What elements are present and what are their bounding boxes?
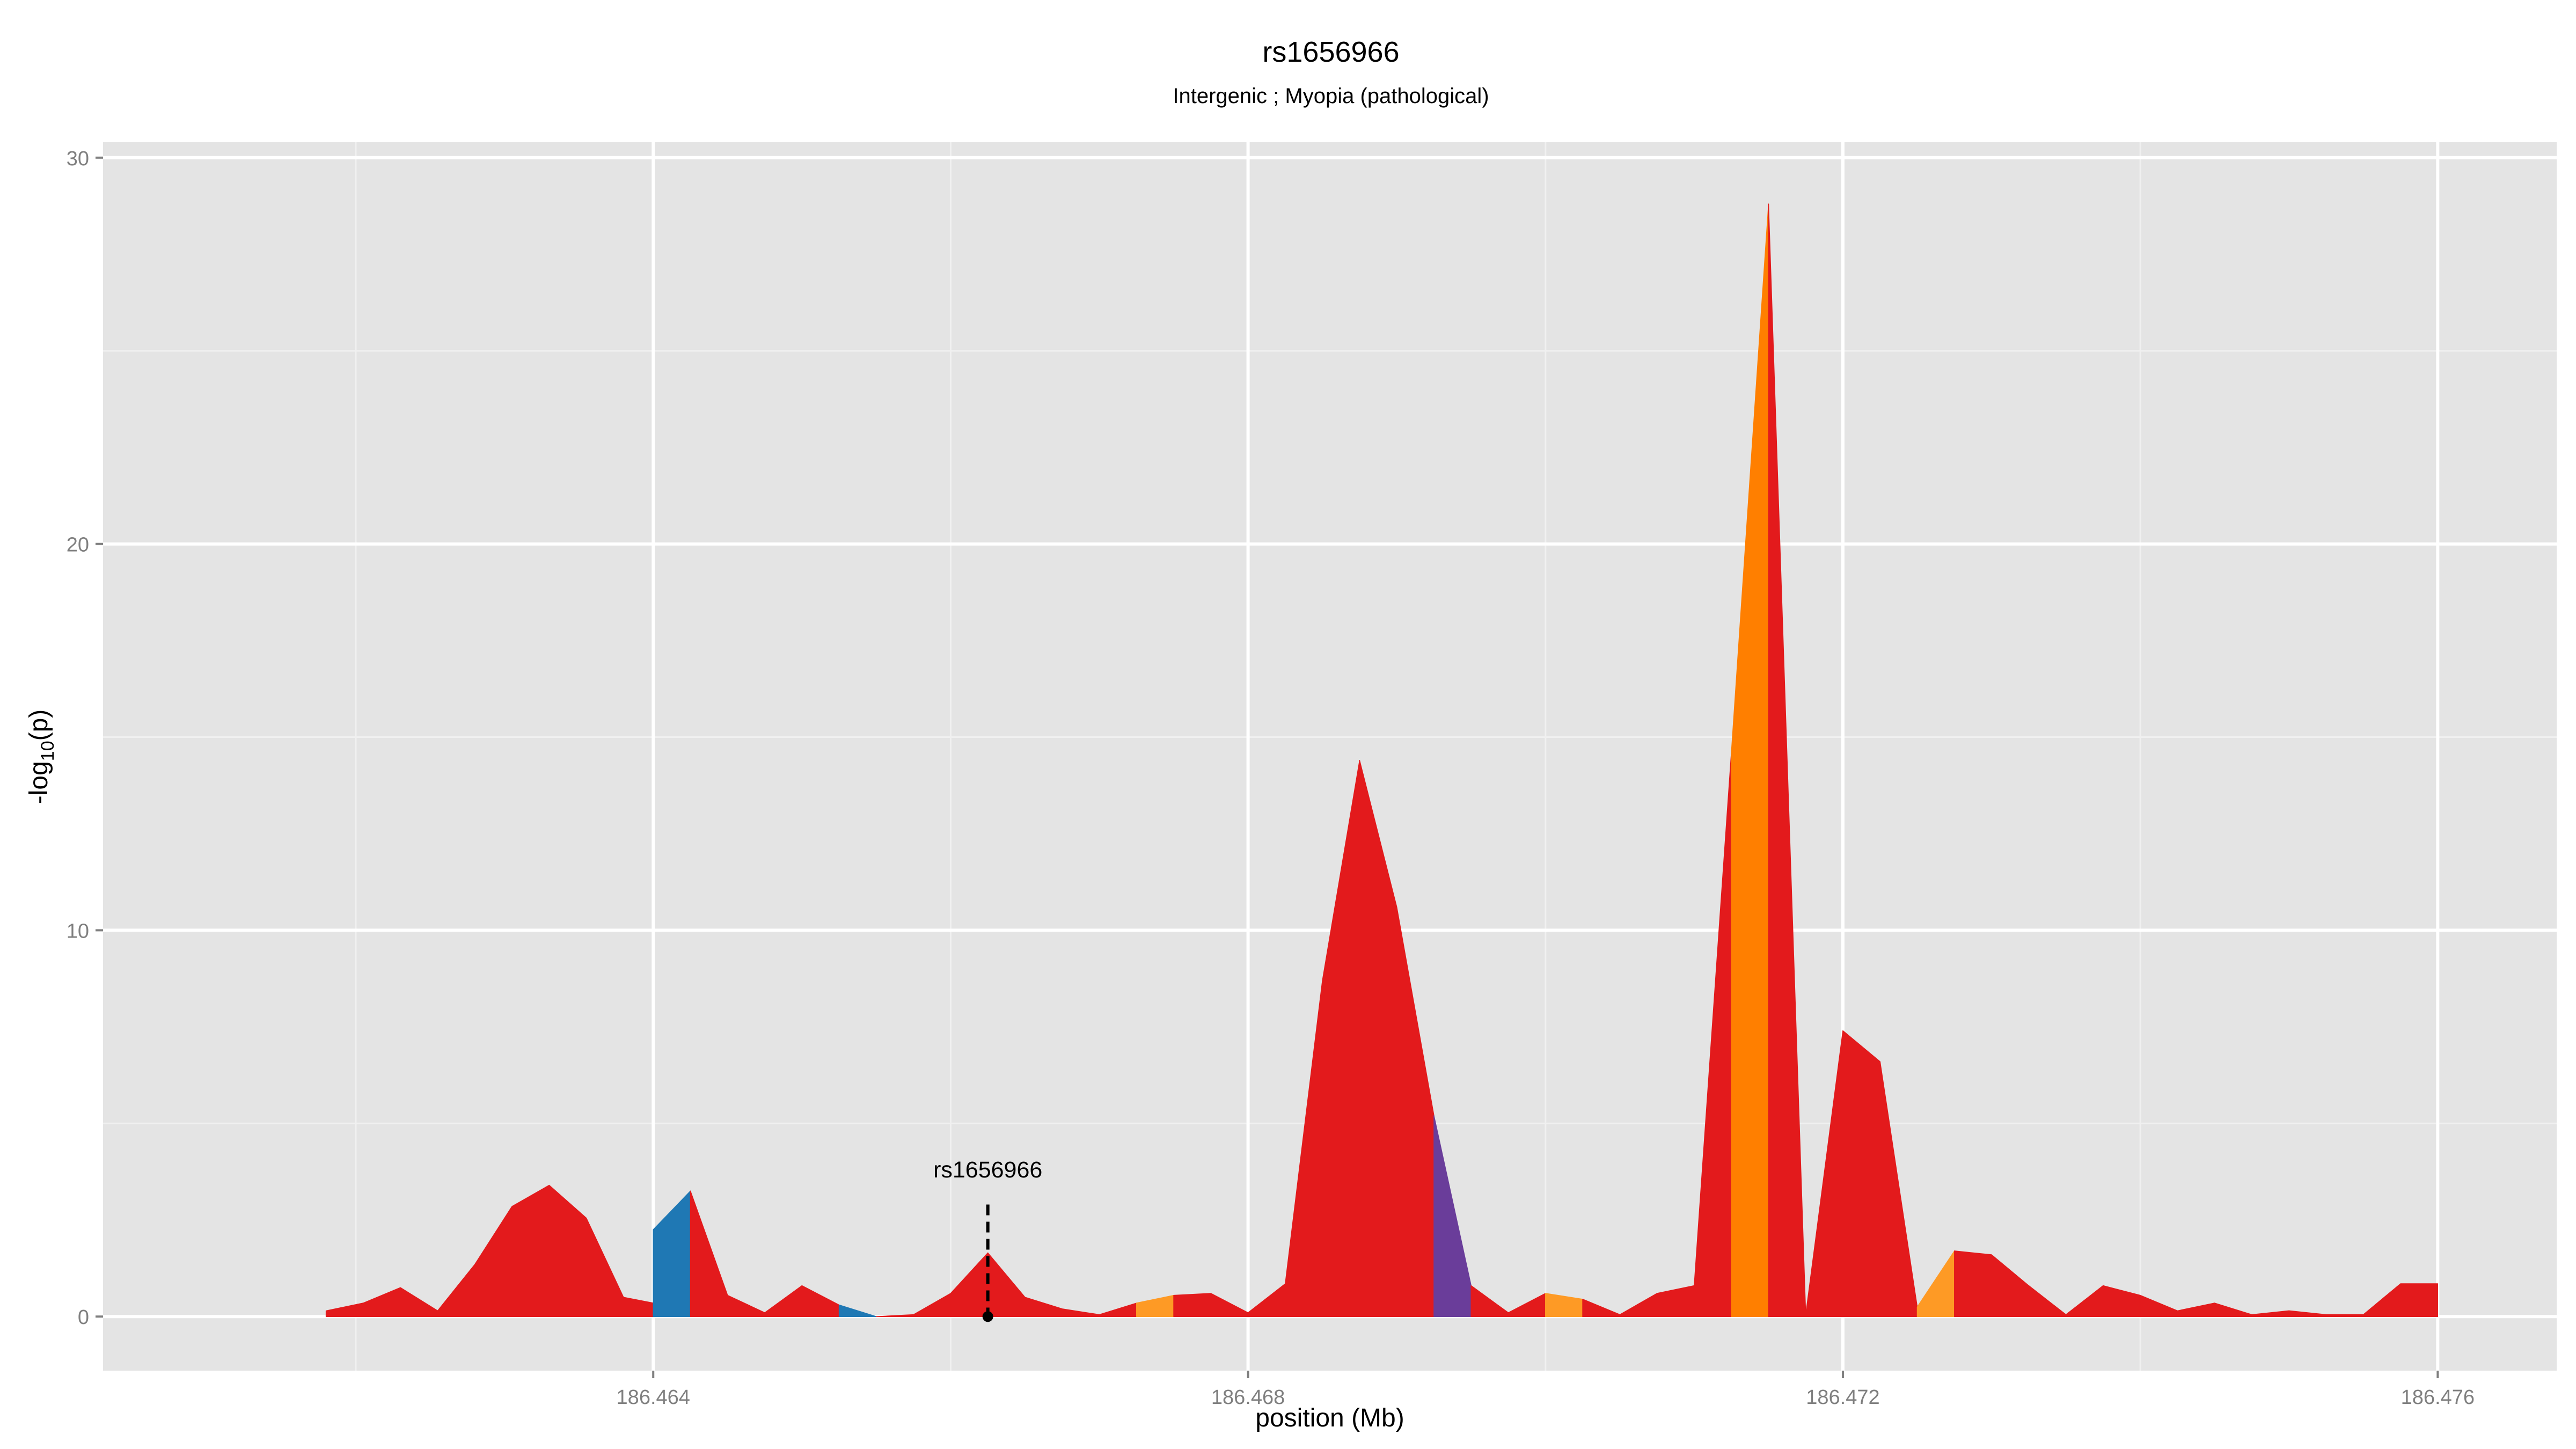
chart-subtitle: Intergenic ; Myopia (pathological) — [1173, 84, 1489, 108]
association-areas — [325, 203, 2439, 1317]
y-axis-title-post: (p) — [25, 709, 53, 741]
y-tick-label: 30 — [67, 148, 89, 170]
y-axis-title: -log10(p) — [25, 709, 58, 804]
y-axis-title-pre: -log — [25, 761, 53, 804]
minor-gridlines — [103, 142, 2557, 1371]
highlight-point — [982, 1311, 993, 1322]
y-tick-label: 10 — [67, 920, 89, 942]
y-axis-title-sub: 10 — [38, 741, 58, 761]
area-segment-14 — [1954, 1250, 2439, 1317]
x-tick-label: 186.472 — [1806, 1386, 1879, 1409]
area-segment-3 — [838, 1304, 877, 1317]
highlight-label: rs1656966 — [933, 1157, 1042, 1183]
area-segment-8 — [1470, 1285, 1546, 1317]
x-tick-label: 186.476 — [2401, 1386, 2475, 1409]
x-tick-label: 186.464 — [617, 1386, 690, 1409]
chart-title: rs1656966 — [1262, 36, 1399, 68]
x-tick-label: 186.468 — [1211, 1386, 1285, 1409]
highlight-group: rs1656966 — [933, 1157, 1042, 1322]
x-axis: 186.464 186.468 186.472 186.476 — [617, 1371, 2475, 1409]
y-tick-label: 20 — [67, 534, 89, 557]
y-tick-label: 0 — [78, 1306, 89, 1329]
y-axis: 0 10 20 30 — [67, 148, 103, 1329]
x-axis-title: position (Mb) — [1255, 1404, 1404, 1432]
